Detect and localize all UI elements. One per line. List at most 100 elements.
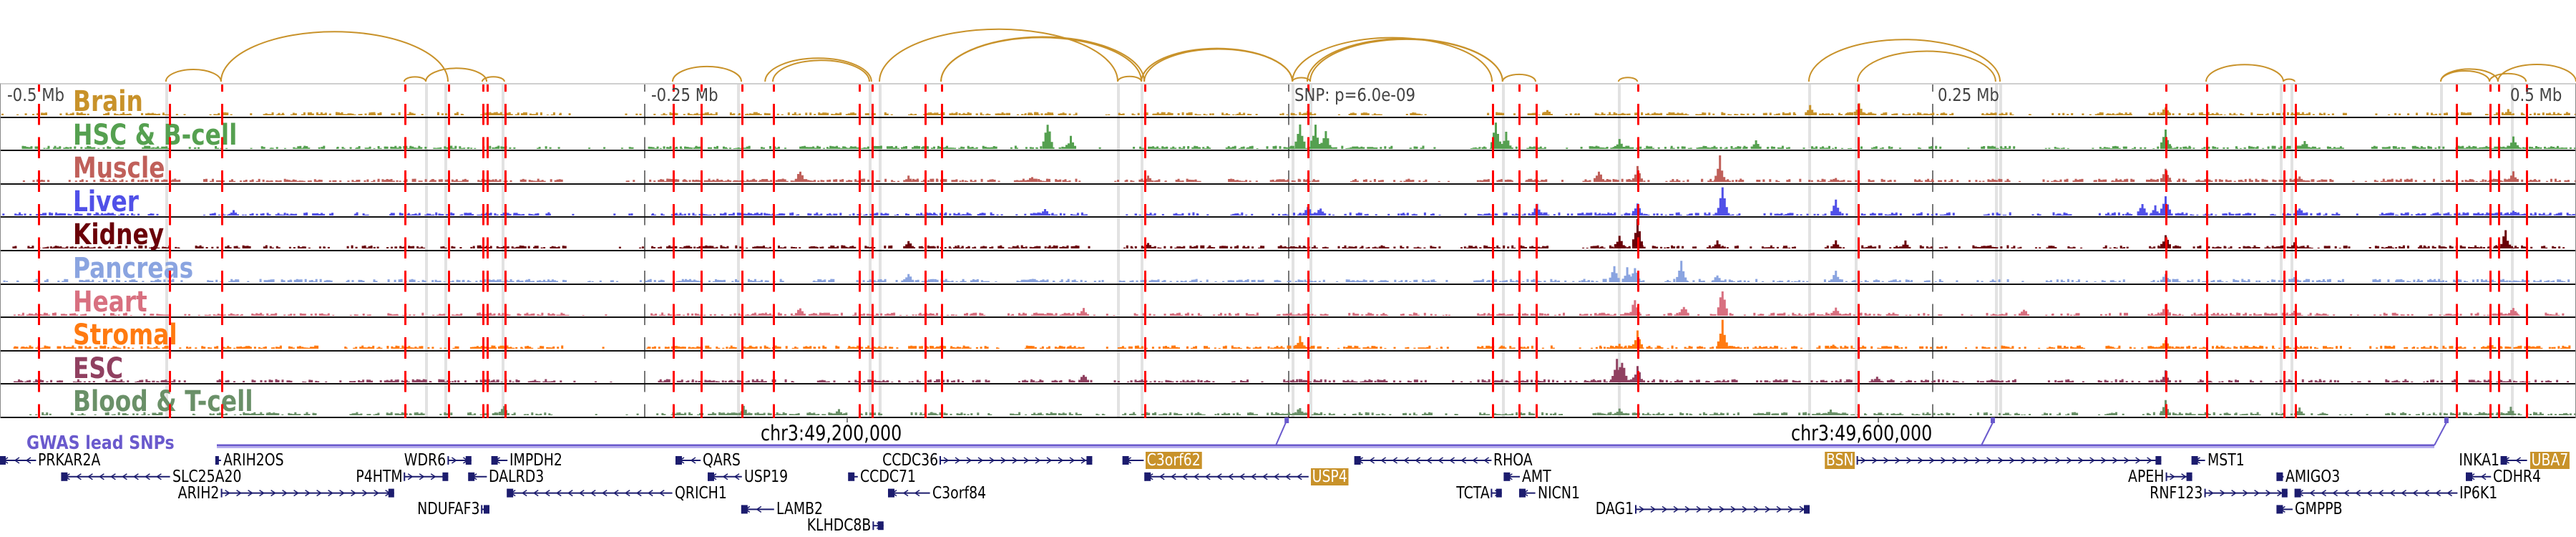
gene-label[interactable]: APEH: [2128, 467, 2165, 486]
gene-label[interactable]: KLHDC8B: [806, 516, 872, 536]
gene-usp19[interactable]: [708, 472, 742, 481]
gene-tcta[interactable]: [1491, 488, 1502, 498]
snp-highlight-column: [2511, 84, 2514, 418]
gene-label[interactable]: CDHR4: [2493, 467, 2542, 486]
gene-nicn1[interactable]: [1519, 488, 1536, 498]
gene-dag1[interactable]: [1635, 505, 1810, 514]
gene-wdr6[interactable]: [447, 456, 472, 465]
gene-slc25a20[interactable]: [61, 472, 170, 481]
gene-prkar2a[interactable]: [0, 456, 36, 465]
exon: [2277, 505, 2283, 514]
gene-label[interactable]: ARIH2OS: [223, 451, 284, 470]
gene-ndufaf3[interactable]: [481, 505, 489, 514]
gene-label[interactable]: QARS: [703, 451, 741, 470]
gene-label[interactable]: RNF123: [2150, 483, 2203, 503]
gene-klhdc8b[interactable]: [872, 521, 884, 531]
snp-marker-line: [773, 84, 775, 418]
gene-impdh2[interactable]: [491, 456, 508, 465]
exon: [492, 456, 498, 465]
gene-amigo3[interactable]: [2276, 472, 2284, 481]
gwas-snp-mark[interactable]: [2444, 417, 2449, 423]
gene-label[interactable]: DALRD3: [489, 467, 545, 486]
gene-label[interactable]: DAG1: [1595, 500, 1634, 519]
gene-apeh[interactable]: [2165, 472, 2192, 481]
gene-ip6k1[interactable]: [2294, 488, 2458, 498]
snp-highlight-column: [1994, 84, 1998, 418]
gene-label[interactable]: QRICH1: [674, 483, 727, 503]
snp-highlight-column: [502, 84, 504, 418]
gene-usp4[interactable]: [1144, 472, 1309, 481]
snp-marker-line: [1637, 84, 1640, 418]
snp-highlight-column: [1501, 84, 1505, 418]
gene-label[interactable]: NDUFAF3: [416, 500, 480, 519]
gene-label[interactable]: IMPDH2: [509, 451, 563, 470]
gene-label[interactable]: AMT: [1522, 467, 1551, 486]
gwas-snp-mark[interactable]: [1284, 417, 1289, 423]
gene-label[interactable]: C3orf62: [1146, 451, 1202, 470]
gene-rhoa[interactable]: [1354, 456, 1492, 465]
gene-mst1[interactable]: [2191, 456, 2205, 465]
gene-cdhr4[interactable]: [2466, 472, 2492, 481]
snp-highlight-column: [1999, 84, 2003, 418]
gene-qars[interactable]: [675, 456, 701, 465]
exon: [469, 472, 475, 481]
gene-label[interactable]: P4HTM: [355, 467, 403, 486]
gene-dalrd3[interactable]: [468, 472, 487, 481]
gene-label[interactable]: SLC25A20: [172, 467, 242, 486]
loop-arc: [1292, 37, 1493, 82]
snp-marker-line: [2206, 84, 2209, 418]
gene-ccdc36[interactable]: [940, 456, 1093, 465]
exon: [465, 456, 472, 465]
axis-label-minus-0.5mb: -0.5 Mb: [7, 84, 65, 105]
gene-p4htm[interactable]: [404, 472, 449, 481]
gene-inka1[interactable]: [2500, 456, 2527, 465]
gene-arih2[interactable]: [220, 488, 394, 498]
snp-highlight-column: [1617, 84, 1621, 418]
gene-amt[interactable]: [1503, 472, 1520, 481]
axis-tick: [644, 84, 645, 418]
gene-label[interactable]: USP19: [743, 467, 788, 486]
snp-marker-line: [858, 84, 861, 418]
snp-marker-line: [2294, 84, 2297, 418]
gene-gmppb[interactable]: [2276, 505, 2293, 514]
gene-c3orf62[interactable]: [1122, 456, 1144, 465]
gene-label[interactable]: CCDC71: [859, 467, 916, 486]
gene-c3orf84[interactable]: [888, 488, 930, 498]
gene-label[interactable]: CCDC36: [882, 451, 938, 470]
snp-marker-line: [1307, 84, 1309, 418]
gene-label[interactable]: NICN1: [1537, 483, 1580, 503]
gene-label[interactable]: LAMB2: [776, 500, 823, 519]
gene-bsn[interactable]: [1856, 456, 2162, 465]
gene-label[interactable]: IP6K1: [2459, 483, 2498, 503]
gene-label[interactable]: WDR6: [404, 451, 447, 470]
loop-arc: [481, 76, 505, 82]
gene-label[interactable]: MST1: [2207, 451, 2245, 470]
gene-label[interactable]: UBA7: [2530, 451, 2570, 470]
signal-path: [14, 359, 2570, 382]
gene-lamb2[interactable]: [741, 505, 774, 514]
snp-marker-line: [169, 84, 172, 418]
gene-label[interactable]: INKA1: [2458, 451, 2499, 470]
gene-label[interactable]: C3orf84: [932, 483, 986, 503]
loop-arc: [2440, 70, 2491, 82]
gene-label[interactable]: PRKAR2A: [38, 451, 101, 470]
gene-label[interactable]: ARIH2: [177, 483, 220, 503]
gene-arih2os[interactable]: [215, 456, 221, 465]
gwas-snp-mark[interactable]: [1990, 417, 1995, 423]
signal-path: [3, 261, 2570, 282]
gene-label[interactable]: GMPPB: [2295, 500, 2343, 519]
gene-qrich1[interactable]: [507, 488, 673, 498]
gene-label[interactable]: BSN: [1825, 451, 1855, 470]
loop-arc: [1856, 50, 1996, 82]
gene-label[interactable]: USP4: [1310, 467, 1349, 486]
track-blood-t-cell: Blood & T-cell: [1, 384, 2575, 418]
gene-label[interactable]: RHOA: [1493, 451, 1533, 470]
strand-arrows: [1860, 457, 2152, 464]
exon: [2501, 456, 2507, 465]
gene-rnf123[interactable]: [2204, 488, 2288, 498]
gene-label[interactable]: AMIGO3: [2285, 467, 2341, 486]
gene-label[interactable]: TCTA: [1455, 483, 1490, 503]
loop-arc: [2205, 64, 2285, 82]
track-liver: Liver: [1, 185, 2575, 218]
gene-ccdc71[interactable]: [848, 472, 858, 481]
